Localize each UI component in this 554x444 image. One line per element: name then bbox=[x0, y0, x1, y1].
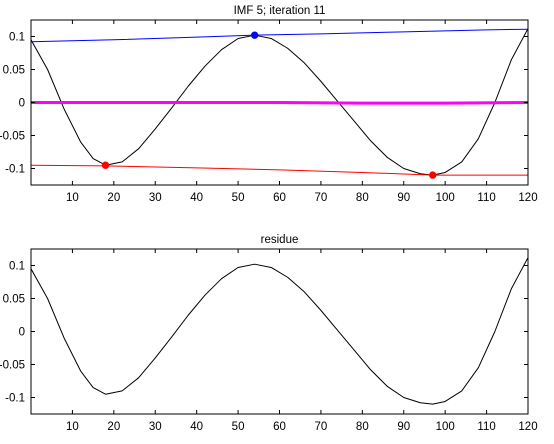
x-tick-label: 20 bbox=[107, 192, 120, 204]
x-tick-label: 40 bbox=[190, 421, 203, 433]
x-tick-label: 70 bbox=[315, 192, 328, 204]
min-marker bbox=[101, 161, 110, 169]
x-tick-label: 10 bbox=[66, 421, 79, 433]
x-tick-label: 90 bbox=[397, 192, 410, 204]
plot-residue: 10 20 30 40 50 60 70 80 90 100 110 120 0.1 0.05 0 -0.05… bbox=[0, 234, 538, 433]
y-tick-label: 0 bbox=[19, 98, 25, 110]
y-tick-label: 0.05 bbox=[3, 294, 25, 306]
y-tick-label: 0.1 bbox=[9, 261, 25, 273]
mean-line bbox=[31, 101, 528, 105]
x-tick-label: 60 bbox=[273, 192, 286, 204]
x-tick-label: 90 bbox=[397, 421, 410, 433]
residue-line bbox=[31, 257, 528, 405]
x-tick-label: 70 bbox=[315, 421, 328, 433]
min-marker bbox=[429, 171, 437, 179]
max-marker bbox=[250, 31, 259, 39]
x-tick-label: 10 bbox=[66, 192, 79, 204]
x-tick-label: 80 bbox=[356, 421, 369, 433]
y-tick-label: -0.1 bbox=[5, 164, 25, 176]
x-tick-label: 50 bbox=[232, 421, 245, 433]
x-tick-label: 120 bbox=[518, 421, 537, 433]
x-tick-label: 30 bbox=[149, 192, 162, 204]
x-tick-label: 30 bbox=[149, 421, 162, 433]
plot-imf: 10 20 30 40 50 60 70 80 90 100 110 120 0.1 0.05 0 -0.05… bbox=[0, 5, 538, 204]
upper-envelope-line bbox=[31, 28, 528, 43]
x-tick-label: 110 bbox=[477, 192, 495, 204]
y-tick-label: -0.05 bbox=[0, 360, 25, 372]
x-tick-label: 20 bbox=[107, 421, 120, 433]
chart-title: residue bbox=[261, 234, 299, 246]
y-tick-label: 0 bbox=[19, 327, 25, 339]
chart-title: IMF 5; iteration 11 bbox=[234, 5, 326, 17]
x-tick-label: 40 bbox=[190, 192, 203, 204]
x-tick-label: 100 bbox=[436, 421, 455, 433]
y-tick-label: 0.1 bbox=[9, 32, 25, 44]
x-tick-label: 120 bbox=[518, 192, 537, 204]
lower-envelope-line bbox=[31, 164, 528, 176]
x-tick-label: 60 bbox=[273, 421, 286, 433]
y-tick-label: -0.05 bbox=[0, 131, 25, 143]
x-tick-label: 50 bbox=[232, 192, 245, 204]
y-tick-label: -0.1 bbox=[5, 393, 25, 405]
x-tick-label: 100 bbox=[436, 192, 455, 204]
x-tick-label: 110 bbox=[477, 421, 495, 433]
axes-box bbox=[30, 248, 529, 415]
x-tick-label: 80 bbox=[356, 192, 369, 204]
y-tick-label: 0.05 bbox=[3, 65, 25, 77]
